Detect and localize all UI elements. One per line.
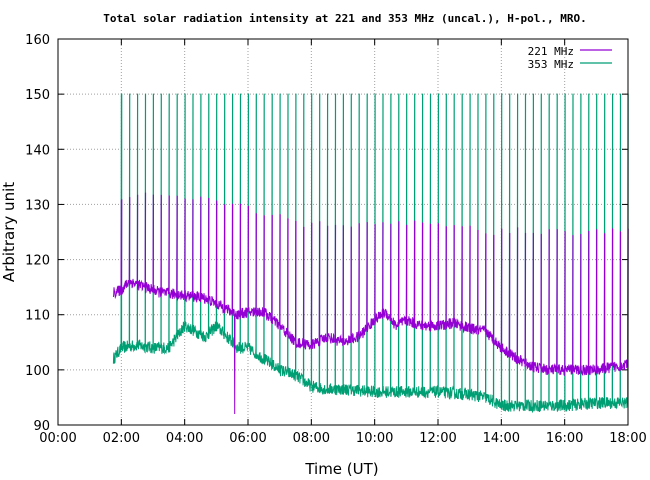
series-353-mhz	[112, 93, 629, 414]
chart-title: Total solar radiation intensity at 221 a…	[103, 12, 586, 25]
x-tick-label: 18:00	[609, 431, 646, 446]
plot-frame	[57, 38, 629, 426]
x-tick-label: 06:00	[229, 431, 266, 446]
x-tick-label: 04:00	[166, 431, 203, 446]
y-tick-label: 90	[33, 419, 50, 434]
series-line-221-mhz	[112, 192, 629, 415]
x-tick-label: 16:00	[546, 431, 583, 446]
y-tick-label: 160	[25, 33, 50, 48]
legend-label-353-mhz: 353 MHz	[528, 58, 574, 71]
y-tick-label: 150	[25, 88, 50, 103]
x-tick-label: 14:00	[483, 431, 520, 446]
legend-label-221-mhz: 221 MHz	[528, 45, 574, 58]
y-axis-label: Arbitrary unit	[0, 182, 18, 282]
y-tick-label: 120	[25, 254, 50, 269]
x-axis: 00:00 02:00 04:00 06:00 08:00 10:00 12:00 14:00…	[39, 39, 647, 446]
legend: 221 MHz 353 MHz	[528, 45, 612, 71]
x-axis-label: Time (UT)	[304, 460, 378, 478]
x-tick-label: 10:00	[356, 431, 393, 446]
y-tick-label: 100	[25, 364, 50, 379]
x-tick-label: 12:00	[419, 431, 456, 446]
series-221-mhz	[112, 192, 629, 415]
y-tick-label: 130	[25, 198, 50, 213]
x-tick-label: 08:00	[293, 431, 330, 446]
series-line-353-mhz	[112, 93, 629, 414]
y-tick-label: 110	[25, 309, 50, 324]
y-tick-label: 140	[25, 143, 50, 158]
x-tick-label: 02:00	[103, 431, 140, 446]
x-tick-label: 00:00	[39, 431, 76, 446]
